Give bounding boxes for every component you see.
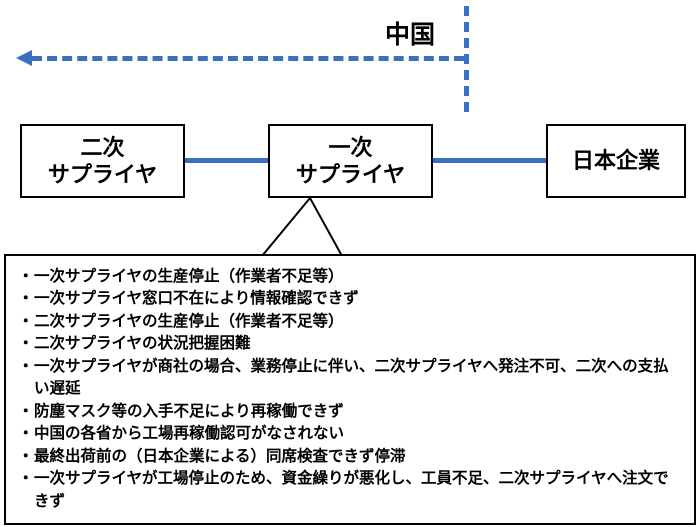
- flow-arrow-head: [16, 50, 32, 66]
- issues-list-item: 二次サプライヤの生産停止（作業者不足等）: [20, 311, 684, 333]
- issues-list-item: 二次サプライヤの状況把握困難: [20, 333, 684, 355]
- node-label: 日本企業: [572, 147, 660, 175]
- connector-secondary-primary: [185, 158, 268, 163]
- primary-supplier-node: 一次 サプライヤ: [268, 124, 433, 198]
- callout-tail: [260, 196, 344, 258]
- issues-list-item: 一次サプライヤが商社の場合、業務停止に伴い、二次サプライヤへ発注不可、二次への支…: [20, 356, 684, 401]
- issues-list-item: 一次サプライヤが工場停止のため、資金繰りが悪化し、工員不足、二次サプライヤへ注文…: [20, 468, 684, 513]
- issues-list-item: 一次サプライヤの生産停止（作業者不足等）: [20, 266, 684, 288]
- issues-list: 一次サプライヤの生産停止（作業者不足等）一次サプライヤ窓口不在により情報確認でき…: [20, 266, 684, 513]
- china-divider-vertical: [464, 6, 469, 112]
- node-label: 一次 サプライヤ: [296, 134, 405, 189]
- issues-list-item: 最終出荷前の（日本企業による）同席検査できず停滞: [20, 446, 684, 468]
- issues-list-item: 中国の各省から工場再稼働認可がなされない: [20, 423, 684, 445]
- issues-callout: 一次サプライヤの生産停止（作業者不足等）一次サプライヤ窓口不在により情報確認でき…: [4, 254, 696, 525]
- china-label: 中国: [385, 15, 435, 51]
- flow-arrow-shaft: [32, 56, 464, 61]
- issues-list-item: 防塵マスク等の入手不足により再稼働できず: [20, 401, 684, 423]
- connector-primary-jp: [433, 158, 546, 163]
- jp-company-node: 日本企業: [546, 124, 686, 198]
- issues-list-item: 一次サプライヤ窓口不在により情報確認できず: [20, 288, 684, 310]
- diagram-canvas: 中国 二次 サプライヤ 一次 サプライヤ 日本企業 一次サプライヤの生産停止（作…: [0, 0, 700, 527]
- node-label: 二次 サプライヤ: [48, 134, 157, 189]
- secondary-supplier-node: 二次 サプライヤ: [20, 124, 185, 198]
